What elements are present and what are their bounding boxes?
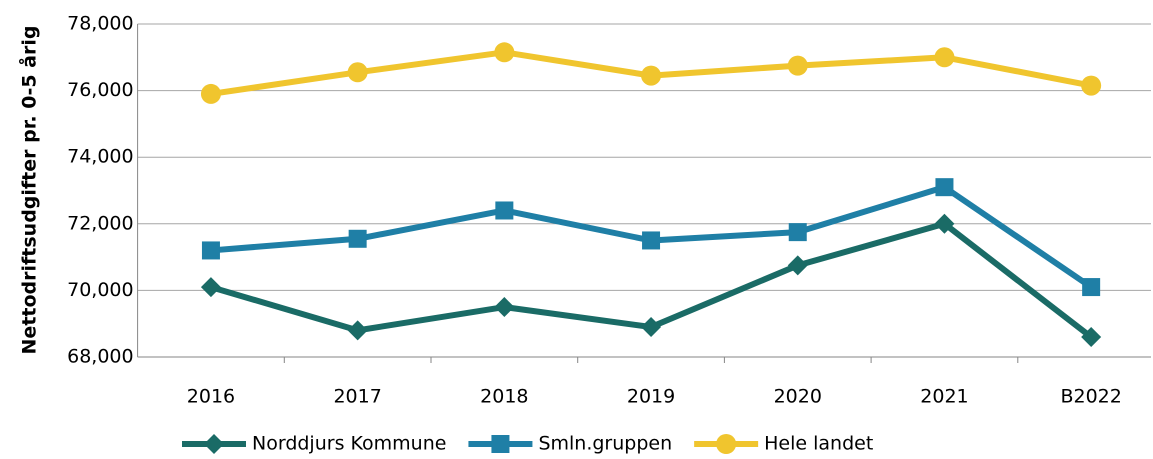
marker <box>716 434 737 454</box>
marker <box>347 62 368 83</box>
legend-label: Hele landet <box>764 433 873 455</box>
marker <box>642 231 661 250</box>
marker <box>491 435 510 453</box>
marker <box>347 320 368 341</box>
marker <box>1081 75 1102 96</box>
marker <box>641 65 662 86</box>
y-tick-label: 74,000 <box>67 146 133 168</box>
y-tick-label: 68,000 <box>67 346 133 368</box>
marker <box>494 42 515 63</box>
x-tick-label: 2021 <box>920 386 968 408</box>
y-axis-label: Nettodriftsudgifter pr. 0-5 årig <box>17 26 41 355</box>
marker <box>495 201 514 220</box>
marker <box>200 277 221 298</box>
marker <box>348 229 367 248</box>
legend-label: Smln.gruppen <box>538 433 672 455</box>
marker <box>204 434 224 454</box>
marker <box>787 55 808 76</box>
y-tick-label: 72,000 <box>67 212 133 234</box>
marker <box>934 213 955 234</box>
marker <box>200 83 221 104</box>
x-tick-label: 2017 <box>333 386 381 408</box>
marker <box>1081 327 1102 348</box>
x-tick-label: 2019 <box>627 386 675 408</box>
y-tick-label: 70,000 <box>67 279 133 301</box>
x-tick-label: 2016 <box>187 386 235 408</box>
marker <box>1082 278 1101 297</box>
x-tick-label: 2018 <box>480 386 528 408</box>
y-tick-label: 76,000 <box>67 79 133 101</box>
x-tick-label: B2022 <box>1060 386 1121 408</box>
y-tick-label: 78,000 <box>67 13 133 35</box>
marker <box>494 297 515 318</box>
marker <box>788 223 807 242</box>
marker <box>934 47 955 68</box>
marker <box>641 317 662 338</box>
marker <box>787 255 808 276</box>
marker <box>935 178 954 197</box>
marker <box>201 241 220 260</box>
legend-label: Norddjurs Kommune <box>252 433 446 455</box>
x-tick-label: 2020 <box>774 386 822 408</box>
